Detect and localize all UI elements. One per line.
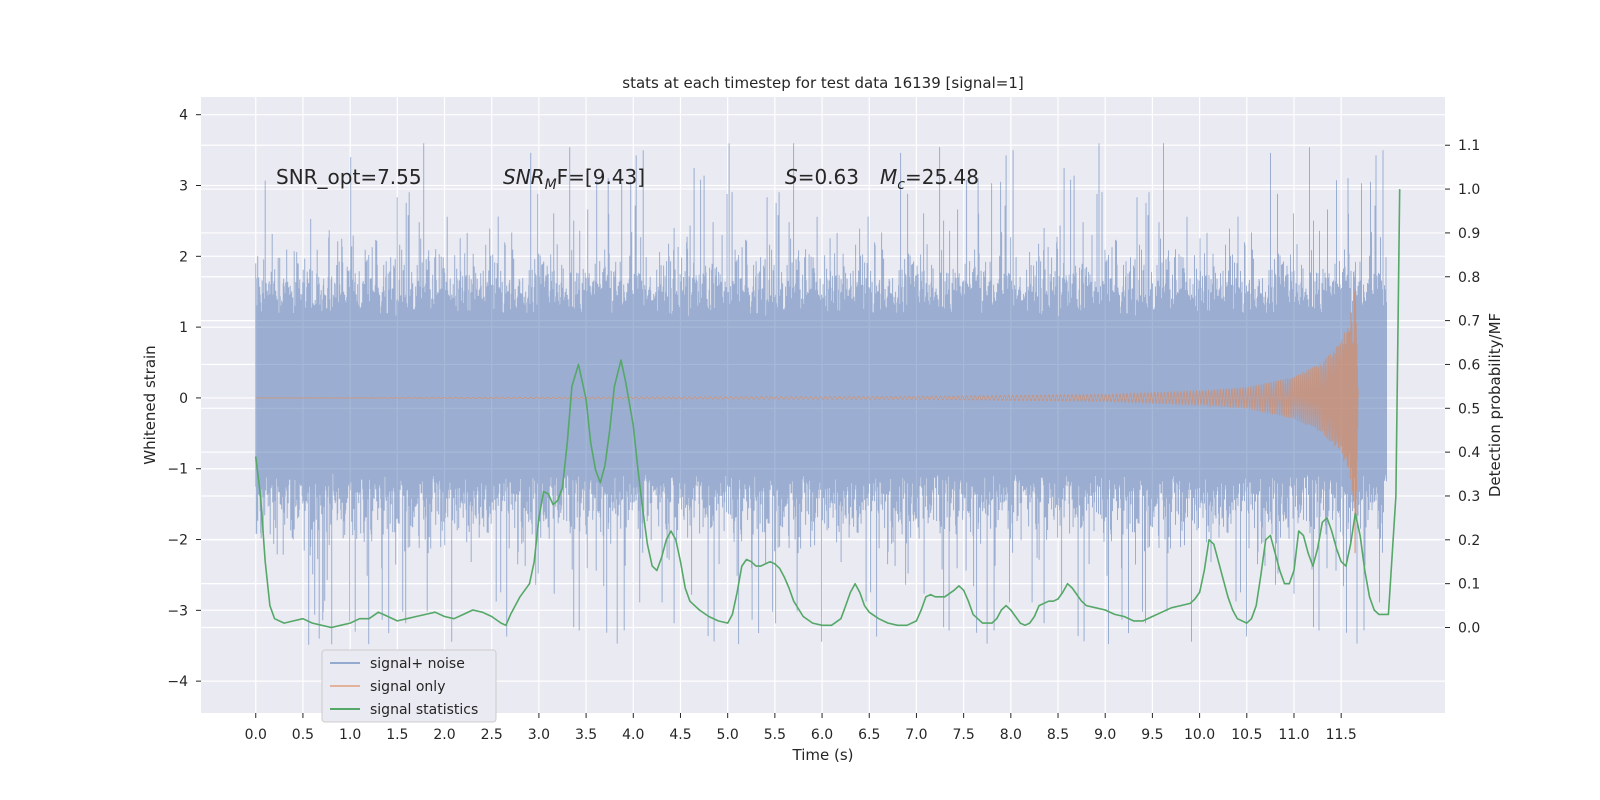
x-tick-label: 3.5 — [575, 727, 597, 743]
y-axis-label: Whitened strain — [141, 345, 159, 464]
s-value: =0.63 — [798, 165, 859, 189]
series-signal-only — [255, 289, 1359, 554]
y-tick-label: −4 — [167, 674, 188, 690]
mc-sub: c — [897, 177, 905, 193]
annotation-mc: Mc=25.48 — [880, 165, 979, 193]
y-tick-label: 1 — [179, 320, 188, 336]
y-tick-label: 4 — [179, 108, 188, 124]
legend-label-signal-only: signal only — [370, 679, 445, 695]
y2-tick-label: 0.2 — [1458, 533, 1480, 549]
s-symbol: S — [785, 165, 798, 189]
y2-tick-label: 0.5 — [1458, 401, 1480, 417]
x-tick-label: 3.0 — [528, 727, 550, 743]
y-tick-label: −2 — [167, 533, 188, 549]
x-tick-label: 10.0 — [1184, 727, 1215, 743]
legend-label-signal-noise: signal+ noise — [370, 656, 465, 672]
annotation-s: S=0.63 — [785, 165, 859, 189]
y2-tick-label: 0.3 — [1458, 489, 1480, 505]
y-tick-label: −1 — [167, 462, 188, 478]
x-tick-label: 10.5 — [1231, 727, 1262, 743]
x-tick-label: 8.0 — [1000, 727, 1022, 743]
x-axis-label: Time (s) — [792, 746, 854, 764]
x-tick-label: 9.0 — [1094, 727, 1116, 743]
statistics-trace — [254, 189, 1401, 629]
snr-mf-base: SNR — [503, 165, 545, 189]
y2-tick-label: 1.1 — [1458, 138, 1480, 154]
x-tick-label: 8.5 — [1047, 727, 1069, 743]
y2-tick-label: 1.0 — [1458, 182, 1480, 198]
y2-tick-label: 0.4 — [1458, 445, 1480, 461]
x-tick-label: 0.0 — [245, 727, 267, 743]
x-tick-label: 4.5 — [669, 727, 691, 743]
y-tick-label: 2 — [179, 249, 188, 265]
x-tick-label: 7.5 — [953, 727, 975, 743]
x-tick-label: 9.5 — [1141, 727, 1163, 743]
legend-label-signal-statistics: signal statistics — [370, 702, 478, 718]
y2-tick-label: 0.9 — [1458, 226, 1480, 242]
annotation-snr-opt: SNR_opt=7.55 — [276, 165, 422, 189]
annotation-snr-mf: SNRMF=[9.43] — [503, 165, 645, 193]
x-tick-label: 5.5 — [764, 727, 786, 743]
tick-labels: 0.0 0.5 1.0 1.5 2.0 2.5 3.0 3.5 4.0 4.5 5.0 5.5 6.0 6… — [167, 108, 1480, 743]
y2-tick-label: 0.7 — [1458, 314, 1480, 330]
y2-tick-label: 0.0 — [1458, 621, 1480, 637]
mc-value: =25.48 — [905, 165, 979, 189]
y-tick-label: 0 — [179, 391, 188, 407]
y2-tick-label: 0.6 — [1458, 357, 1480, 373]
mc-symbol: M — [880, 165, 897, 189]
x-tick-label: 2.0 — [433, 727, 455, 743]
snr-mf-sub: M — [545, 177, 557, 193]
x-tick-label: 6.5 — [858, 727, 880, 743]
legend-box — [321, 649, 497, 723]
y-tick-label: −3 — [167, 603, 188, 619]
x-tick-label: 11.0 — [1278, 727, 1309, 743]
x-tick-label: 0.5 — [292, 727, 314, 743]
x-tick-label: 11.5 — [1326, 727, 1357, 743]
x-tick-label: 4.0 — [622, 727, 644, 743]
chirp-trace — [255, 289, 1359, 554]
x-tick-label: 1.0 — [339, 727, 361, 743]
chart-title: stats at each timestep for test data 161… — [622, 74, 1023, 92]
x-tick-label: 6.0 — [811, 727, 833, 743]
y-tick-label: 3 — [179, 179, 188, 195]
y2-tick-label: 0.8 — [1458, 270, 1480, 286]
x-tick-label: 7.0 — [905, 727, 927, 743]
series-signal-statistics — [254, 189, 1401, 629]
snr-mf-rest: F=[9.43] — [557, 165, 645, 189]
x-tick-label: 2.5 — [481, 727, 503, 743]
y2-axis-label: Detection probability/MF — [1486, 313, 1504, 497]
y2-tick-label: 0.1 — [1458, 577, 1480, 593]
x-tick-label: 1.5 — [386, 727, 408, 743]
x-tick-label: 5.0 — [717, 727, 739, 743]
legend: signal+ noise signal only signal statist… — [321, 649, 497, 723]
